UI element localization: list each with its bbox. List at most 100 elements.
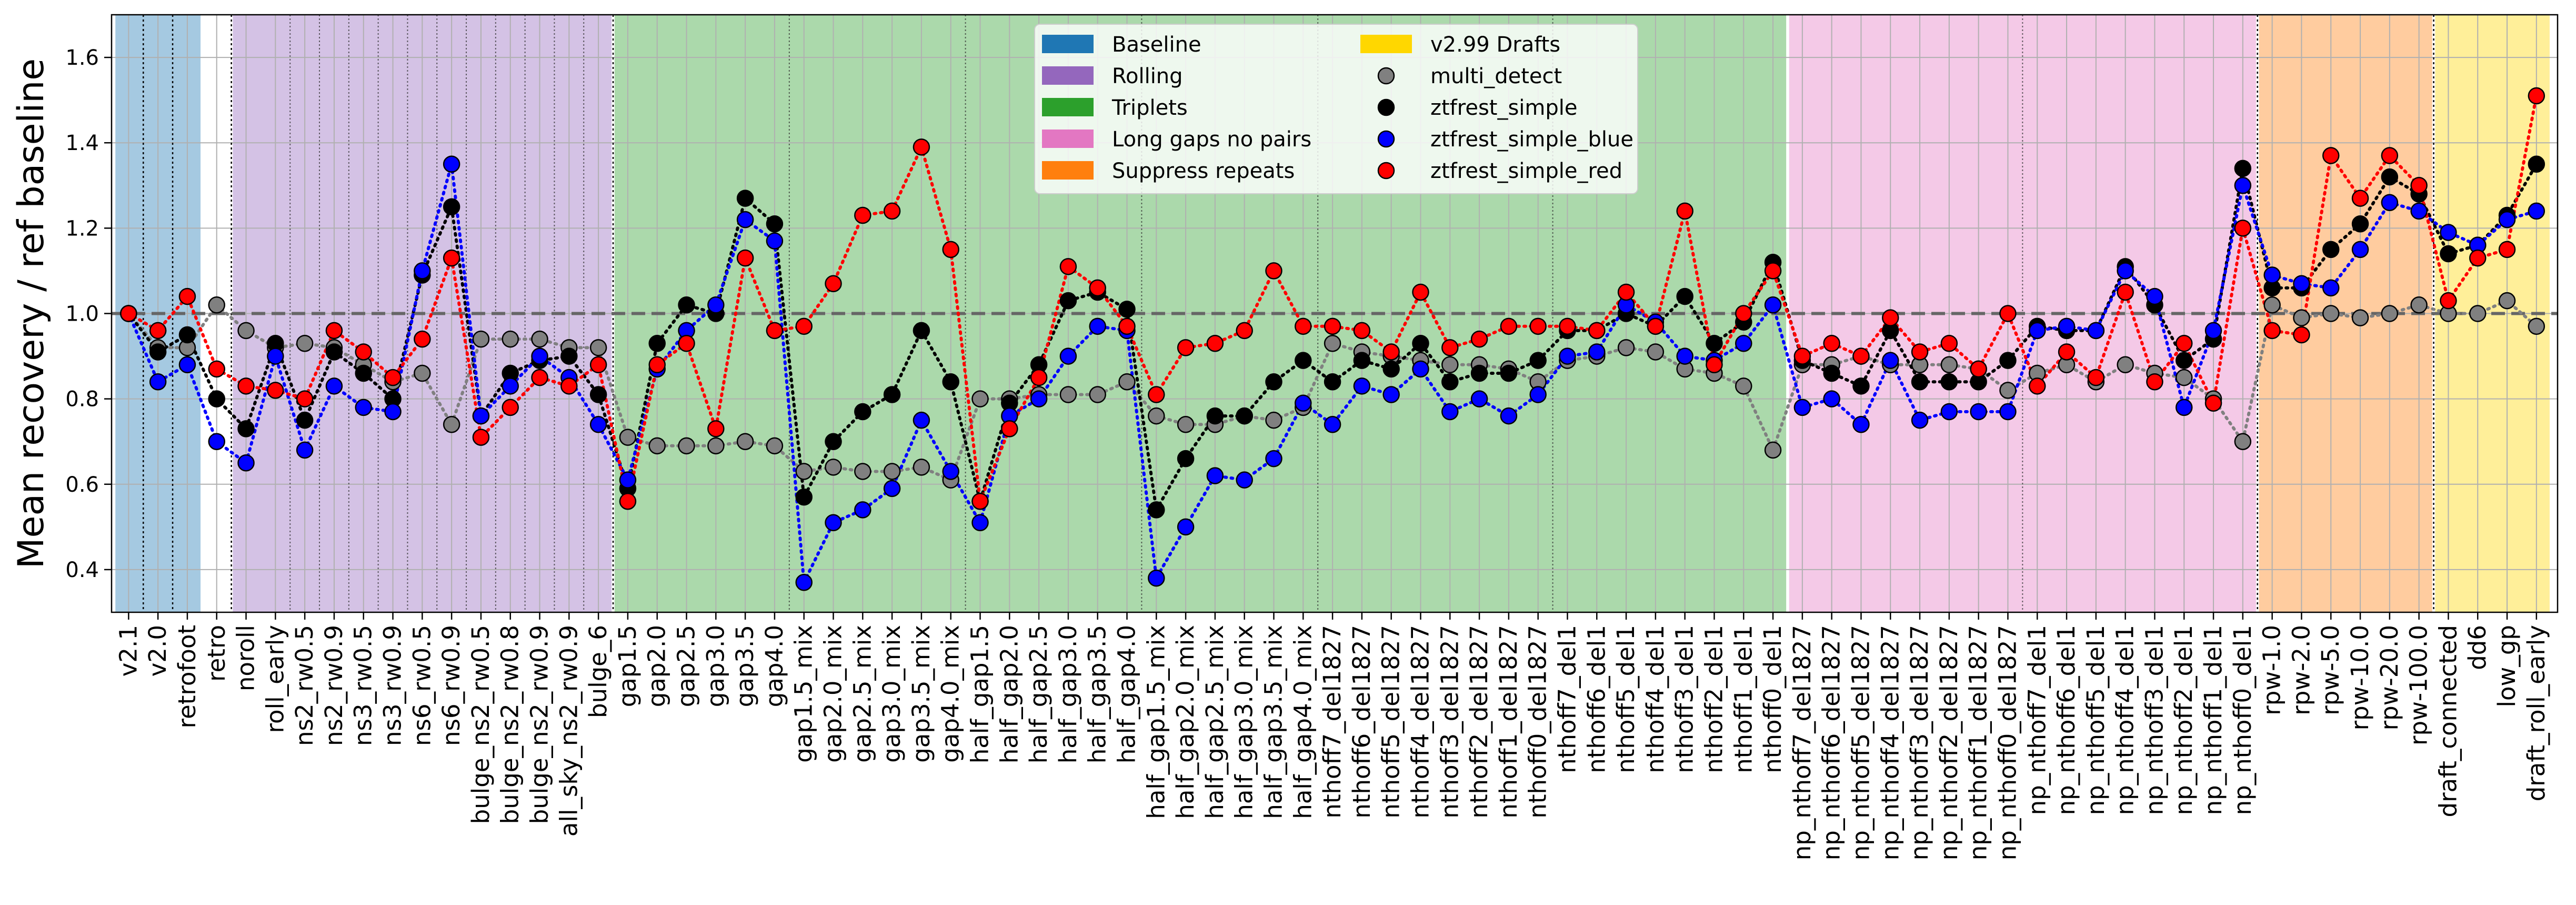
point-multi_detect bbox=[2175, 369, 2193, 386]
point-ztfrest_simple_blue bbox=[1030, 390, 1048, 407]
point-ztfrest_simple_blue bbox=[1970, 403, 1987, 421]
point-ztfrest_simple_red bbox=[736, 249, 754, 267]
point-ztfrest_simple_blue bbox=[237, 454, 255, 472]
point-ztfrest_simple bbox=[1295, 352, 1312, 369]
point-ztfrest_simple_red bbox=[1500, 317, 1518, 335]
point-ztfrest_simple bbox=[1324, 373, 1341, 391]
legend-marker bbox=[1377, 130, 1395, 148]
point-ztfrest_simple bbox=[1529, 352, 1547, 369]
point-ztfrest_simple bbox=[1148, 501, 1165, 519]
x-tick-label: np_nthoff5_del1 bbox=[2082, 625, 2110, 815]
point-ztfrest_simple_red bbox=[2058, 343, 2076, 361]
point-multi_detect bbox=[795, 463, 813, 480]
point-ztfrest_simple_red bbox=[678, 335, 695, 352]
x-tick-label: half_gap3.5 bbox=[1084, 625, 1111, 763]
point-multi_detect bbox=[2263, 296, 2281, 314]
point-ztfrest_simple_blue bbox=[2351, 241, 2369, 258]
point-ztfrest_simple_blue bbox=[2087, 322, 2105, 340]
point-multi_detect bbox=[1089, 386, 1106, 403]
point-ztfrest_simple_blue bbox=[1412, 360, 1429, 378]
point-ztfrest_simple_red bbox=[2322, 147, 2340, 164]
y-tick-label: 1.6 bbox=[65, 46, 99, 70]
point-ztfrest_simple_blue bbox=[1940, 403, 1958, 421]
point-ztfrest_simple_blue bbox=[2058, 317, 2076, 335]
point-ztfrest_simple_red bbox=[2381, 147, 2399, 164]
x-tick-label: np_nthoff7_del1 bbox=[2023, 625, 2051, 815]
point-multi_detect bbox=[502, 330, 519, 348]
point-multi_detect bbox=[971, 390, 989, 407]
x-tick-label: rpw-2.0 bbox=[2287, 625, 2315, 715]
point-ztfrest_simple_red bbox=[766, 322, 784, 340]
x-tick-label: bulge_6 bbox=[584, 625, 612, 718]
x-tick-label: nthoff3_del1 bbox=[1671, 625, 1699, 773]
point-multi_detect bbox=[208, 296, 226, 314]
point-multi_detect bbox=[619, 429, 637, 446]
point-ztfrest_simple_red bbox=[2293, 326, 2310, 344]
y-tick-label: 1.0 bbox=[65, 302, 99, 326]
point-ztfrest_simple_blue bbox=[1265, 450, 1282, 468]
point-multi_detect bbox=[913, 459, 930, 476]
point-ztfrest_simple_red bbox=[414, 330, 431, 348]
x-tick-label: bulge_ns2_rw0.8 bbox=[496, 625, 524, 824]
y-tick-label: 0.8 bbox=[65, 387, 99, 412]
point-ztfrest_simple_red bbox=[2117, 283, 2134, 301]
x-tick-label: nthoff0_del1 bbox=[1759, 625, 1787, 773]
point-multi_detect bbox=[648, 437, 666, 455]
legend: Baseline Rolling Triplets Long gaps no pair… bbox=[1034, 24, 1638, 194]
x-tick-label: np_nthoff6_del1827 bbox=[1818, 625, 1846, 860]
x-tick-label: half_gap3.5_mix bbox=[1259, 625, 1287, 819]
point-ztfrest_simple_red bbox=[1940, 335, 1958, 352]
point-ztfrest_simple_red bbox=[971, 492, 989, 510]
x-tick-label: gap1.5_mix bbox=[790, 625, 818, 763]
x-tick-label: np_nthoff0_del1827 bbox=[1993, 625, 2021, 860]
x-tick-label: retro bbox=[203, 625, 230, 682]
point-ztfrest_simple_blue bbox=[2498, 211, 2516, 228]
x-tick-label: nthoff2_del1 bbox=[1700, 625, 1728, 773]
x-tick-label: gap1.5 bbox=[614, 625, 642, 707]
legend-label: ztfrest_simple_blue bbox=[1430, 127, 1633, 152]
point-multi_detect bbox=[1059, 386, 1077, 403]
point-ztfrest_simple_red bbox=[2234, 220, 2252, 237]
point-ztfrest_simple_red bbox=[2440, 292, 2457, 310]
point-ztfrest_simple bbox=[296, 411, 314, 429]
x-tick-label: gap3.5 bbox=[731, 625, 759, 707]
point-multi_detect bbox=[736, 433, 754, 450]
point-ztfrest_simple_red bbox=[531, 369, 548, 386]
point-multi_detect bbox=[1999, 382, 2017, 399]
y-tick-label: 1.2 bbox=[65, 216, 99, 241]
point-ztfrest_simple bbox=[1911, 373, 1929, 391]
point-ztfrest_simple bbox=[1118, 301, 1136, 318]
point-ztfrest_simple_blue bbox=[1324, 416, 1341, 433]
point-multi_detect bbox=[2117, 356, 2134, 374]
point-ztfrest_simple bbox=[1353, 352, 1371, 369]
point-multi_detect bbox=[2293, 309, 2310, 326]
point-ztfrest_simple bbox=[589, 386, 607, 403]
x-tick-label: nthoff2_del1827 bbox=[1465, 625, 1493, 819]
point-ztfrest_simple_blue bbox=[2234, 177, 2252, 194]
point-ztfrest_simple_red bbox=[1118, 317, 1136, 335]
point-ztfrest_simple_blue bbox=[1382, 386, 1400, 403]
x-tick-label: low_gp bbox=[2493, 625, 2521, 707]
x-tick-label: half_gap4.0 bbox=[1113, 625, 1141, 763]
x-tick-label: half_gap2.5 bbox=[1025, 625, 1053, 763]
point-ztfrest_simple_red bbox=[1412, 283, 1429, 301]
point-ztfrest_simple bbox=[1999, 352, 2017, 369]
legend-box bbox=[1034, 24, 1638, 194]
point-multi_detect bbox=[1441, 356, 1459, 374]
point-multi_detect bbox=[2469, 305, 2487, 322]
x-tick-label: v2.0 bbox=[144, 625, 172, 677]
point-ztfrest_simple bbox=[736, 190, 754, 207]
point-multi_detect bbox=[1940, 356, 1958, 374]
point-ztfrest_simple bbox=[883, 386, 901, 403]
x-tick-label: np_nthoff5_del1827 bbox=[1847, 625, 1875, 860]
point-ztfrest_simple bbox=[443, 198, 460, 216]
point-ztfrest_simple_blue bbox=[208, 433, 226, 450]
point-ztfrest_simple bbox=[237, 420, 255, 437]
point-ztfrest_simple_blue bbox=[1470, 390, 1488, 407]
point-ztfrest_simple_red bbox=[2146, 373, 2163, 391]
point-ztfrest_simple bbox=[1206, 407, 1224, 425]
x-tick-label: noroll bbox=[232, 625, 260, 691]
point-ztfrest_simple_red bbox=[502, 399, 519, 416]
point-ztfrest_simple_red bbox=[1588, 322, 1606, 340]
point-multi_detect bbox=[472, 330, 490, 348]
